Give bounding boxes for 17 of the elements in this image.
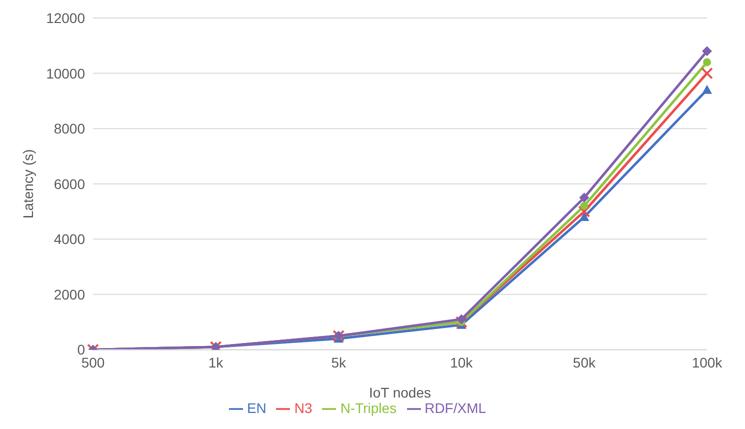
x-tick-label: 5k: [331, 354, 347, 371]
y-tick-label: 4000: [54, 231, 86, 248]
x-tick-label: 10k: [450, 354, 474, 371]
legend-label: RDF/XML: [424, 400, 486, 416]
legend-label: N-Triples: [340, 400, 397, 416]
x-tick-label: 100k: [692, 354, 724, 371]
y-axis-title: Latency (s): [20, 149, 36, 218]
legend-label: N3: [294, 400, 312, 416]
x-tick-label: 1k: [208, 354, 224, 371]
y-tick-label: 8000: [54, 120, 86, 137]
y-tick-label: 2000: [54, 286, 86, 302]
legend-label: EN: [246, 400, 266, 416]
y-tick-label: 10000: [46, 65, 86, 82]
y-tick-label: 6000: [54, 176, 86, 192]
y-tick-label: 12000: [46, 10, 86, 26]
x-tick-label: 50k: [572, 354, 596, 371]
x-axis-title: IoT nodes: [368, 384, 432, 401]
